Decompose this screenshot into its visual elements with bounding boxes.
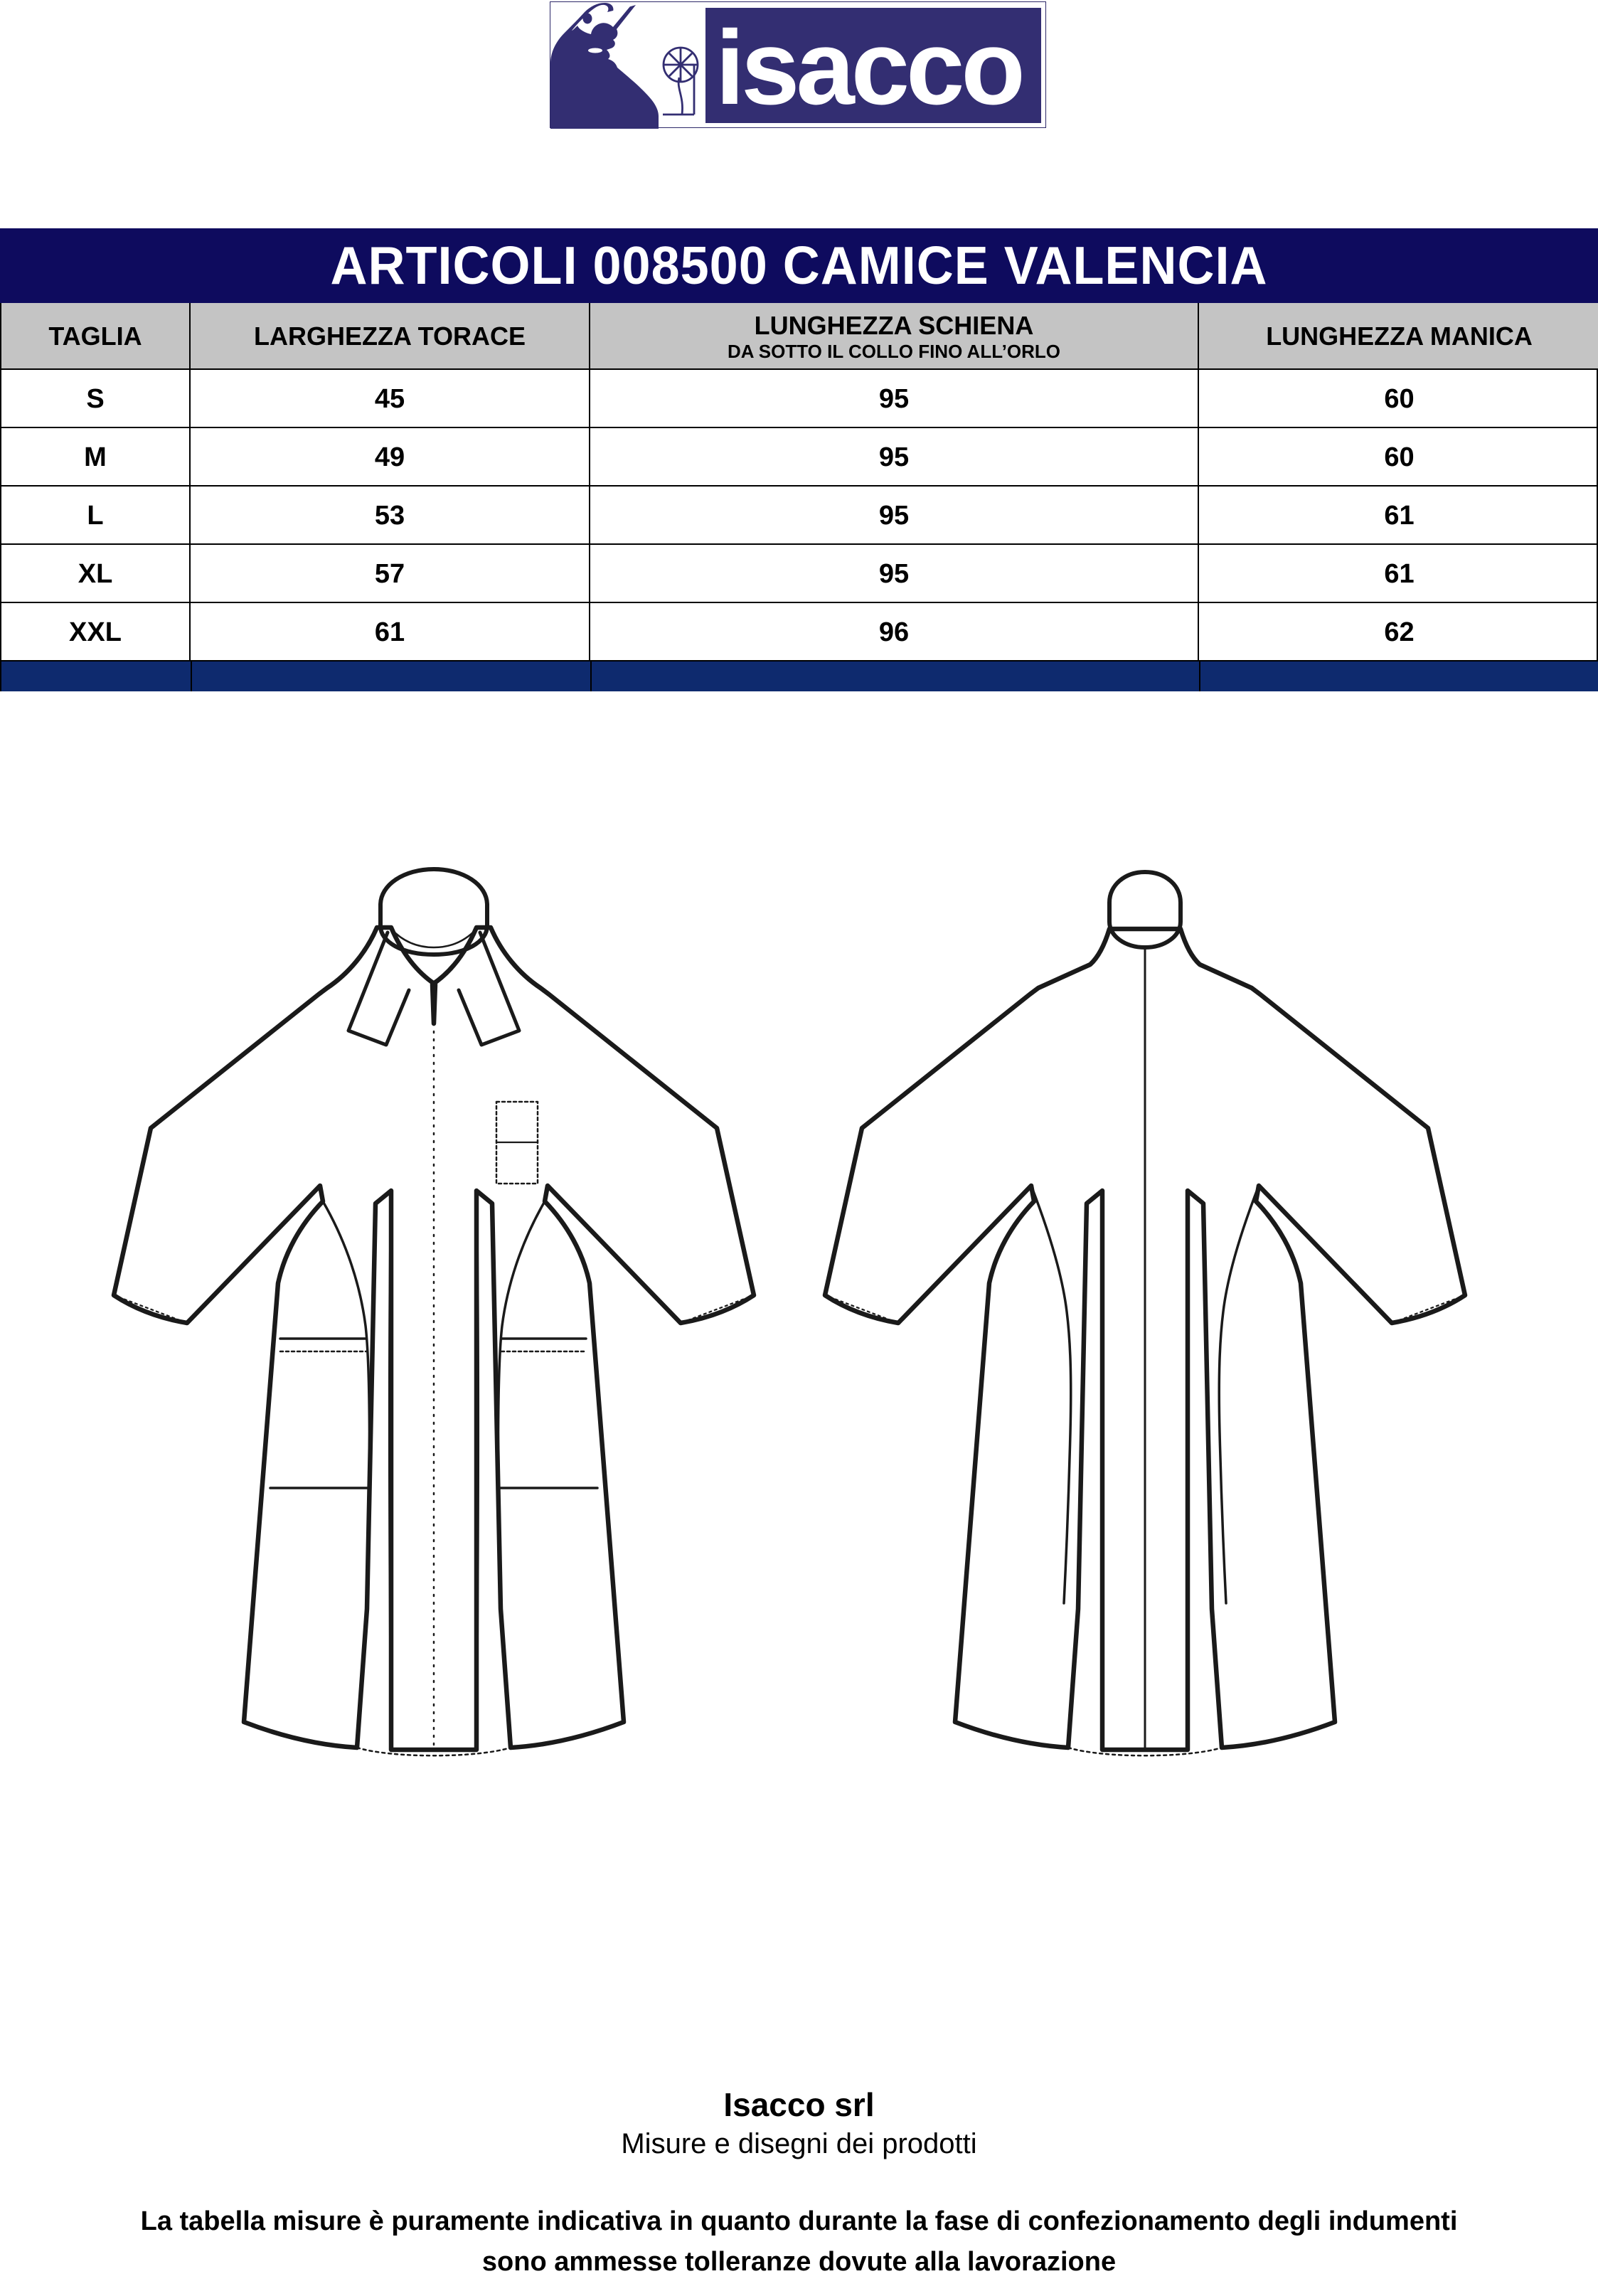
svg-text:isacco: isacco (715, 9, 1022, 127)
